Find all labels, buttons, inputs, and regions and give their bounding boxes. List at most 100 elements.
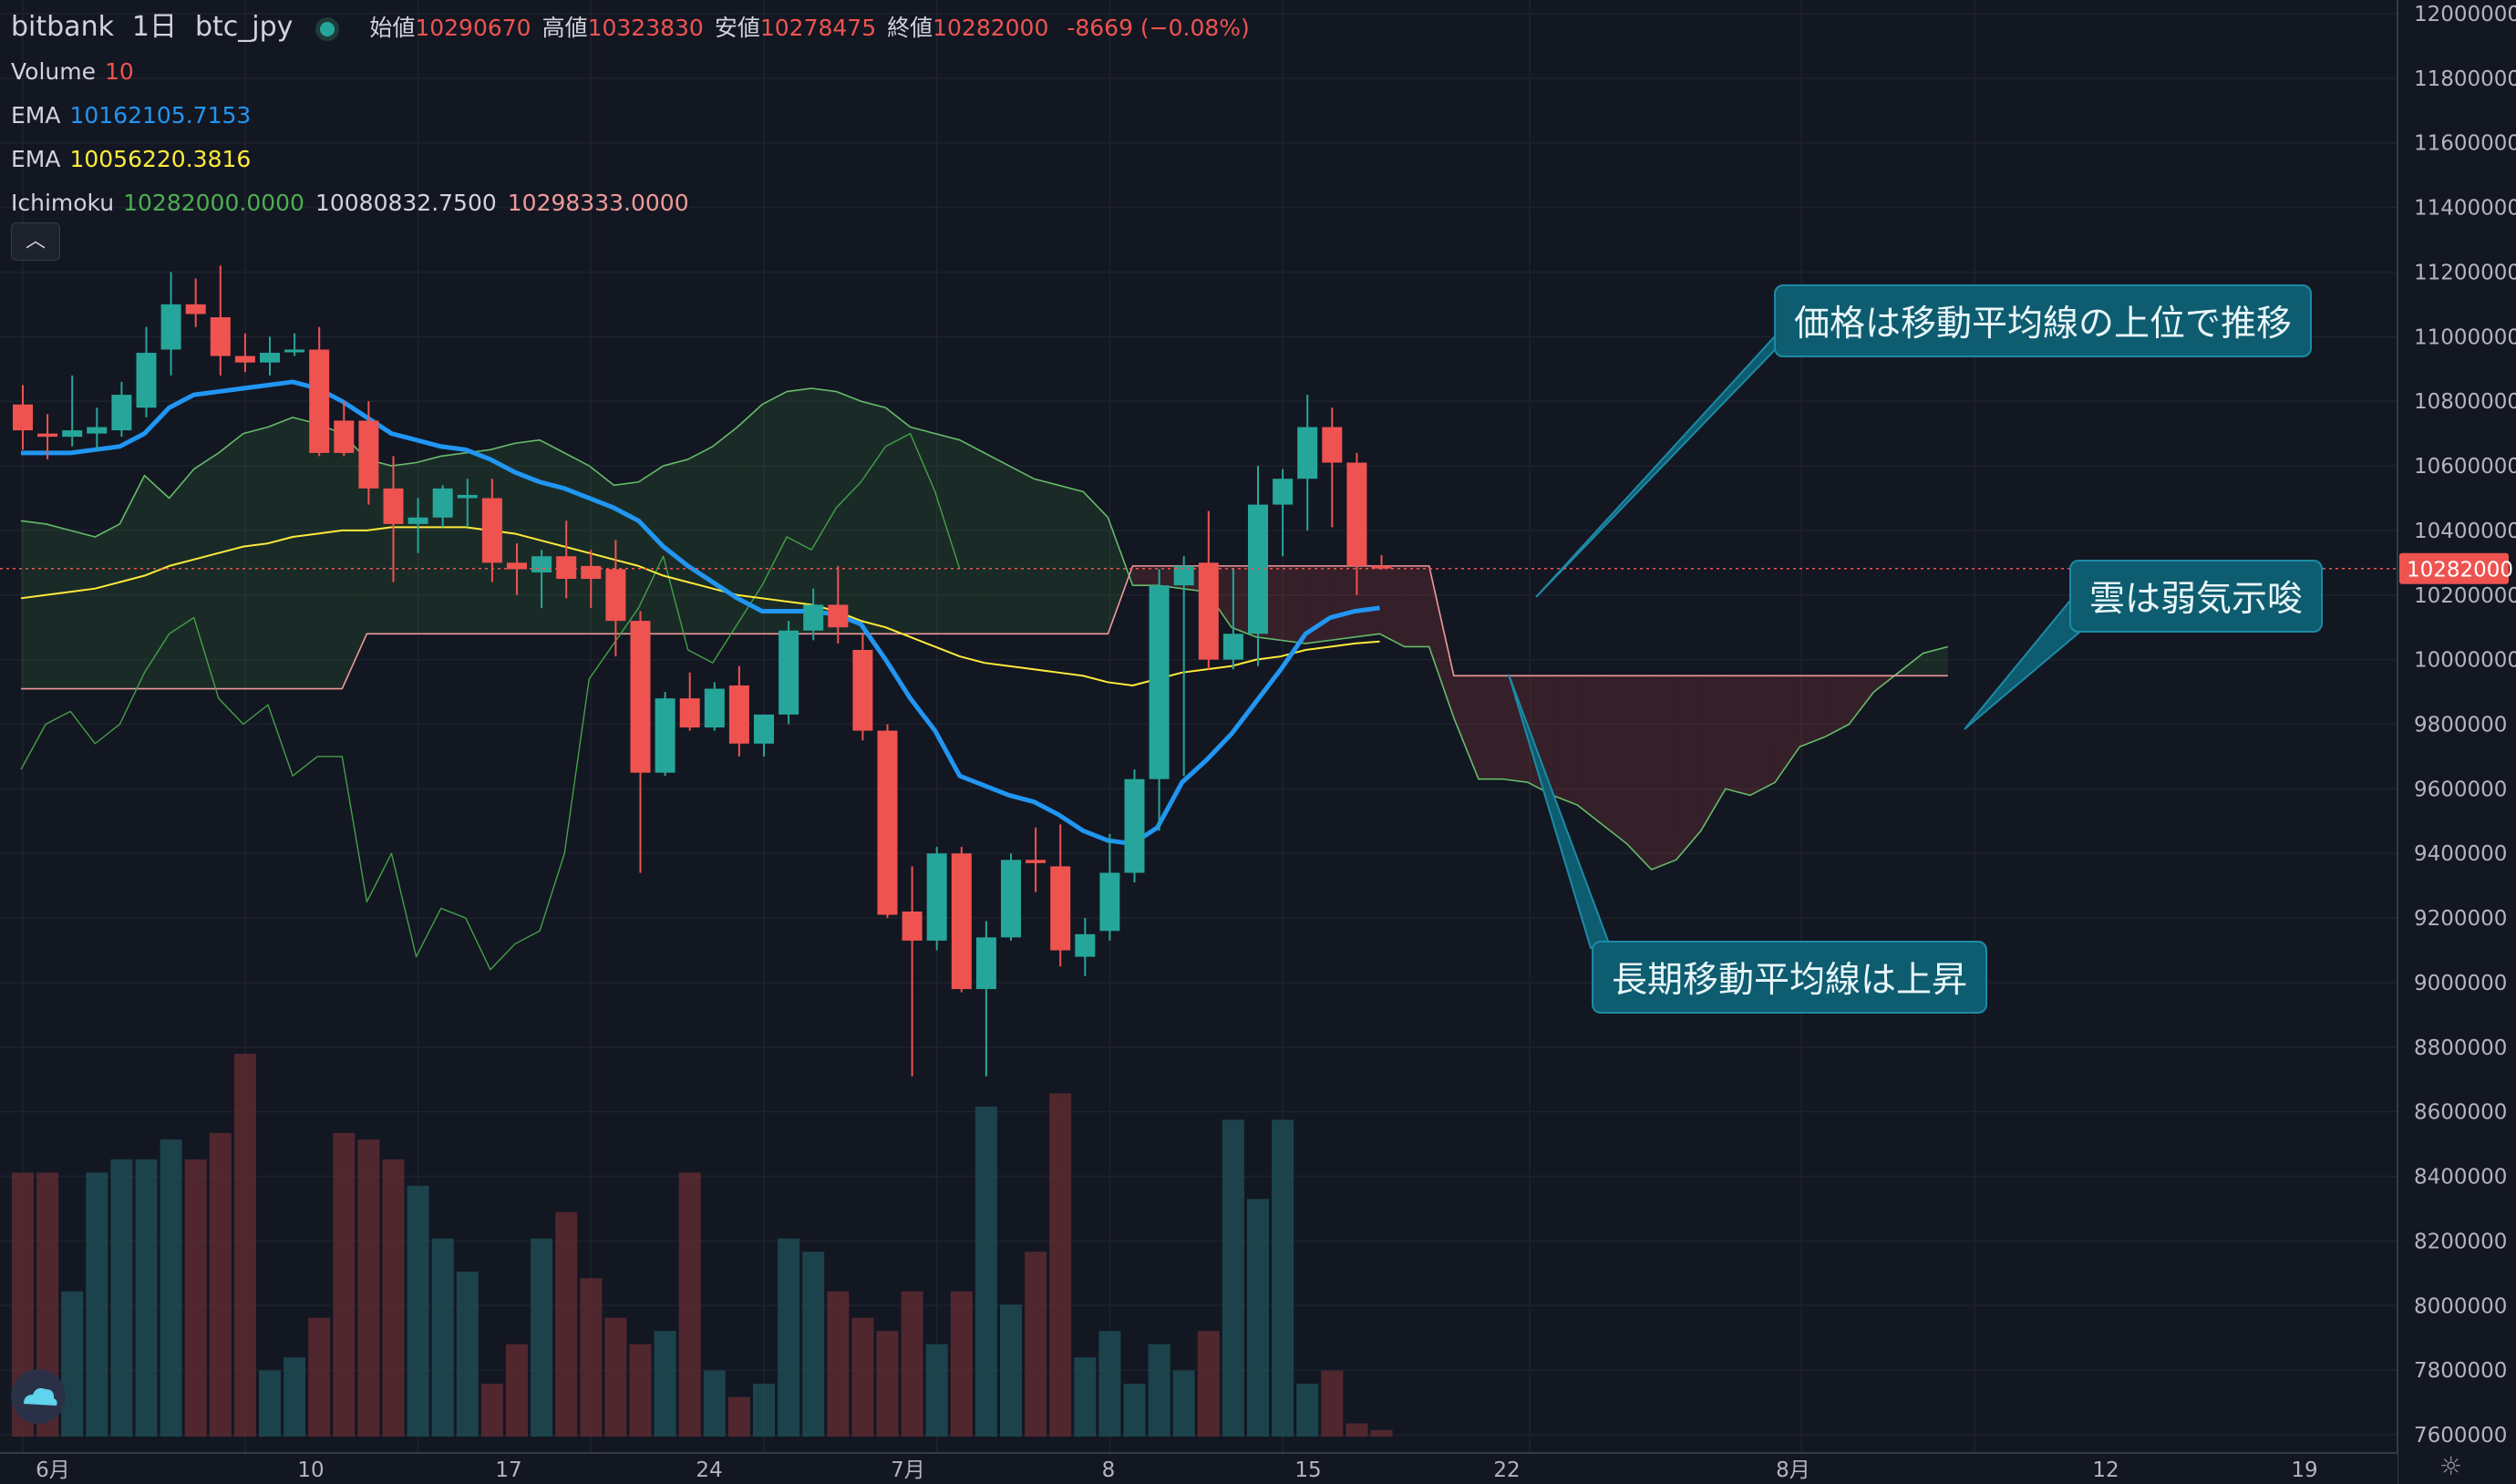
indicator-row[interactable]: EMA 10056220.3816	[11, 138, 1250, 181]
cloud-segment	[861, 401, 886, 634]
indicator-lines	[20, 379, 1949, 971]
symbol-name[interactable]: btc_jpy	[194, 11, 294, 43]
cloud-segment	[1132, 565, 1158, 586]
price-tick-label: 8800000	[2414, 1036, 2507, 1060]
price-tick-label: 7600000	[2414, 1424, 2507, 1448]
cloud-segment	[910, 427, 935, 634]
volume-bar	[925, 1344, 948, 1437]
volume-bar	[1074, 1357, 1097, 1437]
indicator-value: 10	[104, 58, 134, 85]
indicator-row[interactable]: Volume 10	[11, 50, 1250, 94]
legend: bitbank 1日 btc_jpy 始値10290670 高値10323830 安…	[11, 5, 1250, 225]
cloud-segment	[836, 391, 861, 634]
volume-bar	[1247, 1199, 1269, 1437]
time-tick-label: 10	[297, 1458, 324, 1482]
cloud-span-b	[21, 565, 1948, 690]
cloud-segment	[564, 452, 590, 634]
volume-bar	[184, 1159, 207, 1437]
candle-body	[1198, 562, 1219, 660]
candle-body	[1099, 872, 1120, 932]
volume-bar	[1296, 1384, 1319, 1437]
callout-bearish-cloud[interactable]: 雲は弱気示唆	[2069, 560, 2324, 633]
price-tick-label: 11200000	[2414, 261, 2516, 284]
candle-body	[605, 569, 626, 622]
callout-long-ma-rising[interactable]: 長期移動平均線は上昇	[1592, 941, 1988, 1014]
ohlc-label: 終値	[887, 15, 933, 41]
volume-bar	[160, 1139, 182, 1437]
price-axis[interactable]: 12000000 11800000 11600000 11400000 11200000…	[2397, 0, 2516, 1484]
chevron-up-icon: ︿	[25, 230, 46, 252]
cloud-logo-icon	[24, 1387, 57, 1406]
candle-body	[507, 562, 527, 570]
price-tick-label: 10600000	[2414, 455, 2516, 479]
indicator-row[interactable]: EMA 10162105.7153	[11, 94, 1250, 138]
cloud-segment	[959, 439, 985, 634]
candle-body	[234, 356, 255, 363]
cloud-segment	[1700, 675, 1726, 831]
callout-pointers	[1508, 327, 2089, 950]
candle-body	[481, 498, 502, 563]
cloud-segment	[1009, 466, 1035, 634]
candle-body	[1322, 427, 1343, 463]
exchange-name[interactable]: bitbank	[11, 11, 114, 43]
cloud-segment	[46, 523, 71, 689]
cloud-segment	[1651, 675, 1676, 870]
volume-bar	[259, 1370, 281, 1437]
candle-body	[62, 430, 83, 438]
interval[interactable]: 1日	[131, 11, 178, 43]
candle-body	[556, 556, 577, 580]
volume-bar	[1025, 1252, 1047, 1437]
symbol-row: bitbank 1日 btc_jpy 始値10290670 高値10323830 安…	[11, 5, 1250, 50]
price-tick-label: 9000000	[2414, 972, 2507, 995]
price-tick-label: 9200000	[2414, 907, 2507, 931]
volume-bar	[678, 1172, 701, 1437]
candle-body	[260, 353, 280, 363]
volume-bar	[1370, 1429, 1393, 1437]
cloud-segment	[1725, 675, 1750, 796]
cloud-segment	[638, 466, 664, 634]
ohlc-label: 高値	[541, 15, 588, 41]
volume-bar	[407, 1185, 429, 1437]
volume-bar	[1346, 1423, 1368, 1437]
volume-bar	[61, 1291, 84, 1437]
ohlc-label: 始値	[369, 15, 416, 41]
cloud-segment	[1379, 565, 1405, 647]
volume-bar	[1123, 1384, 1146, 1437]
price-tick-label: 9800000	[2414, 714, 2507, 737]
cloud-segment	[293, 417, 318, 689]
price-tick-label: 10200000	[2414, 584, 2516, 608]
volume-bar	[110, 1159, 133, 1437]
ohlc-value: 10323830	[587, 15, 704, 41]
volume-bar	[851, 1317, 874, 1437]
candle-body	[779, 630, 799, 715]
price-tick-label: 11800000	[2414, 67, 2516, 91]
collapse-legend-button[interactable]: ︿	[11, 222, 60, 261]
candle-body	[1346, 462, 1367, 566]
candle-body	[13, 404, 33, 431]
price-tick-label: 8000000	[2414, 1294, 2507, 1318]
price-tick-label: 11600000	[2414, 132, 2516, 156]
price-tick-label: 7800000	[2414, 1359, 2507, 1383]
cloud-segment	[540, 439, 565, 634]
candle-body	[728, 685, 749, 744]
time-axis[interactable]: 6月 10 17 24 7月 8 15 22 8月 12 19	[0, 1452, 2397, 1484]
volume-bar	[654, 1331, 676, 1437]
indicator-row[interactable]: Ichimoku 10282000.0000 10080832.7500 102983…	[11, 181, 1250, 225]
settings-gear-icon[interactable]: ☼	[2439, 1451, 2463, 1481]
cloud-segment	[440, 452, 466, 634]
price-tick-label: 9400000	[2414, 842, 2507, 866]
ohlc-value: 10282000	[933, 15, 1049, 41]
indicator-value: 10080832.7500	[314, 190, 497, 216]
price-tick-label: 9600000	[2414, 778, 2507, 801]
ohlc-values: 始値10290670 高値10323830 安値10278475 終値10282000	[369, 15, 1059, 41]
cloud-segment	[490, 443, 515, 634]
candle-body	[828, 604, 849, 628]
ohlc-value: 10290670	[415, 15, 531, 41]
candle-body	[655, 698, 675, 773]
candle-body	[309, 349, 330, 453]
callout-price-above-ma[interactable]: 価格は移動平均線の上位で推移	[1774, 284, 2313, 357]
time-tick-label: 7月	[891, 1458, 925, 1482]
tradingview-logo[interactable]	[11, 1369, 66, 1424]
candle-body	[926, 853, 947, 941]
